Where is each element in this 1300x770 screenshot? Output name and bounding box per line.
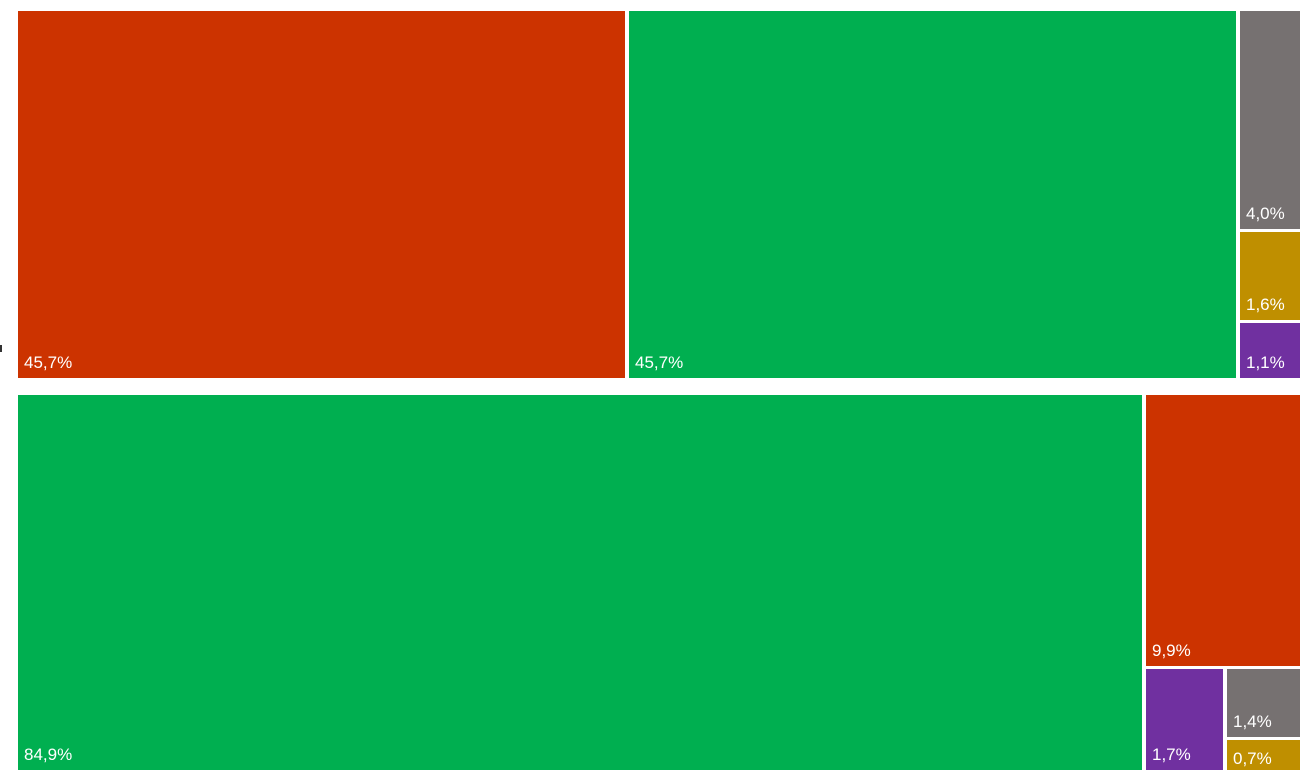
tile-value-label: 45,7% (635, 353, 684, 372)
axis-tick-mark (0, 345, 2, 352)
treemap-tile: 84,9% (18, 395, 1142, 770)
treemap-tile: 1,7% (1146, 669, 1223, 770)
treemap-tile: 45,7% (629, 11, 1236, 378)
tile-value-label: 84,9% (24, 745, 73, 764)
tile-value-label: 9,9% (1152, 641, 1191, 660)
tile-value-label: 45,7% (24, 353, 73, 372)
treemap-tile: 0,7% (1227, 740, 1300, 770)
treemap-tile: 1,6% (1240, 232, 1300, 320)
tile-value-label: 0,7% (1233, 749, 1272, 768)
treemap-tile: 9,9% (1146, 395, 1300, 666)
tile-value-label: 4,0% (1246, 204, 1285, 223)
treemap-tile: 1,4% (1227, 669, 1300, 737)
treemap-tile: 1,1% (1240, 323, 1300, 378)
tile-value-label: 1,6% (1246, 295, 1285, 314)
treemap-tile: 4,0% (1240, 11, 1300, 229)
tile-value-label: 1,7% (1152, 745, 1191, 764)
tile-value-label: 1,1% (1246, 353, 1285, 372)
treemap-tile: 45,7% (18, 11, 625, 378)
tile-value-label: 1,4% (1233, 712, 1272, 731)
